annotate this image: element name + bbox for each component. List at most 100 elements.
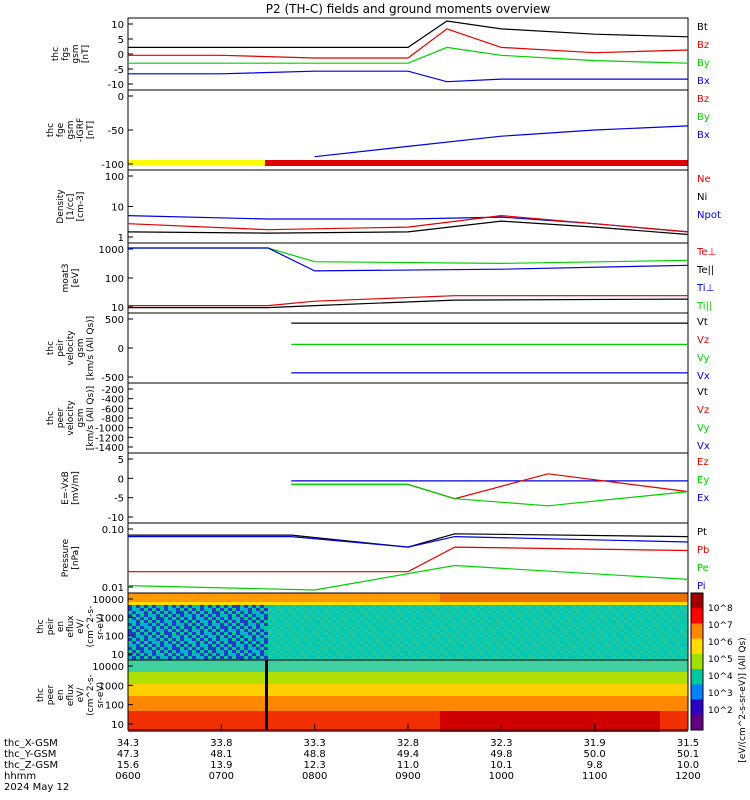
spectrogram-cell <box>368 632 372 635</box>
spectrogram-cell <box>552 656 556 659</box>
spectrogram-cell <box>304 720 308 723</box>
spectrogram-cell <box>308 687 312 690</box>
spectrogram-cell <box>204 669 208 672</box>
spectrogram-cell <box>316 644 320 647</box>
spectrogram-cell <box>480 650 484 653</box>
spectrogram-cell <box>348 711 352 714</box>
spectrogram-cell <box>180 614 184 617</box>
spectrogram-cell <box>380 672 384 675</box>
spectrogram-cell <box>316 714 320 717</box>
spectrogram-cell <box>128 644 132 647</box>
spectrogram-cell <box>224 623 228 626</box>
spectrogram-cell <box>440 614 444 617</box>
spectrogram-cell <box>164 626 168 629</box>
spectrogram-cell <box>148 623 152 626</box>
spectrogram-cell <box>192 635 196 638</box>
spectrogram-cell <box>684 605 688 608</box>
spectrogram-cell <box>200 617 204 620</box>
spectrogram-cell <box>320 723 324 726</box>
spectrogram-cell <box>568 644 572 647</box>
spectrogram-cell <box>592 641 596 644</box>
spectrogram-cell <box>332 726 336 729</box>
spectrogram-cell <box>240 638 244 641</box>
spectrogram-cell <box>592 614 596 617</box>
spectrogram-cell <box>248 720 252 723</box>
spectrogram-cell <box>540 605 544 608</box>
spectrogram-cell <box>556 602 560 605</box>
spectrogram-cell <box>284 714 288 717</box>
spectrogram-cell <box>232 723 236 726</box>
spectrogram-cell <box>596 650 600 653</box>
spectrogram-cell <box>396 623 400 626</box>
spectrogram-cell <box>292 702 296 705</box>
spectrogram-cell <box>560 653 564 656</box>
spectrogram-cell <box>252 702 256 705</box>
spectrogram-cell <box>564 632 568 635</box>
spectrogram-cell <box>128 599 132 602</box>
spectrogram-cell <box>128 614 132 617</box>
spectrogram-cell <box>180 666 184 669</box>
spectrogram-cell <box>580 650 584 653</box>
spectrogram-cell <box>220 614 224 617</box>
spectrogram-cell <box>380 687 384 690</box>
spectrogram-cell <box>336 723 340 726</box>
spectrogram-cell <box>492 641 496 644</box>
spectrogram-cell <box>136 644 140 647</box>
spectrogram-cell <box>268 693 272 696</box>
spectrogram-cell <box>336 672 340 675</box>
spectrogram-cell <box>632 632 636 635</box>
spectrogram-cell <box>344 623 348 626</box>
spectrogram-cell <box>172 666 176 669</box>
spectrogram-cell <box>252 641 256 644</box>
spectrogram-cell <box>564 638 568 641</box>
spectrogram-cell <box>224 638 228 641</box>
spectrogram-cell <box>604 641 608 644</box>
spectrogram-cell <box>332 714 336 717</box>
spectrogram-cell <box>404 675 408 678</box>
spectrogram-cell <box>208 660 212 663</box>
spectrogram-cell <box>540 611 544 614</box>
spectrogram-cell <box>252 726 256 729</box>
spectrogram-cell <box>160 666 164 669</box>
spectrogram-cell <box>180 696 184 699</box>
spectrogram-cell <box>420 611 424 614</box>
spectrogram-cell <box>448 638 452 641</box>
spectrogram-cell <box>224 687 228 690</box>
spectrogram-cell <box>196 635 200 638</box>
spectrogram-cell <box>476 593 480 596</box>
spectrogram-cell <box>344 632 348 635</box>
spectrogram-cell <box>532 647 536 650</box>
spectrogram-cell <box>344 726 348 729</box>
spectrogram-cell <box>476 644 480 647</box>
spectrogram-cell <box>660 608 664 611</box>
spectrogram-cell <box>420 635 424 638</box>
spectrogram-cell <box>188 714 192 717</box>
spectrogram-cell <box>316 608 320 611</box>
spectrogram-cell <box>376 726 380 729</box>
spectrogram-cell <box>432 629 436 632</box>
spectrogram-cell <box>568 656 572 659</box>
spectrogram-cell <box>292 726 296 729</box>
spectrogram-cell <box>228 653 232 656</box>
spectrogram-cell <box>680 638 684 641</box>
spectrogram-cell <box>484 614 488 617</box>
spectrogram-cell <box>364 635 368 638</box>
spectrogram-cell <box>260 717 264 720</box>
spectrogram-cell <box>192 672 196 675</box>
spectrogram-cell <box>356 660 360 663</box>
spectrogram-cell <box>192 708 196 711</box>
spectrogram-cell <box>300 705 304 708</box>
spectrogram-cell <box>208 690 212 693</box>
spectrogram-cell <box>128 708 132 711</box>
spectrogram-cell <box>600 608 604 611</box>
spectrogram-cell <box>332 693 336 696</box>
spectrogram-cell <box>484 653 488 656</box>
spectrogram-cell <box>348 626 352 629</box>
spectrogram-cell <box>612 611 616 614</box>
spectrogram-cell <box>448 596 452 599</box>
spectrogram-cell <box>400 623 404 626</box>
spectrogram-cell <box>348 705 352 708</box>
spectrogram-cell <box>532 638 536 641</box>
spectrogram-cell <box>396 684 400 687</box>
spectrogram-cell <box>656 641 660 644</box>
